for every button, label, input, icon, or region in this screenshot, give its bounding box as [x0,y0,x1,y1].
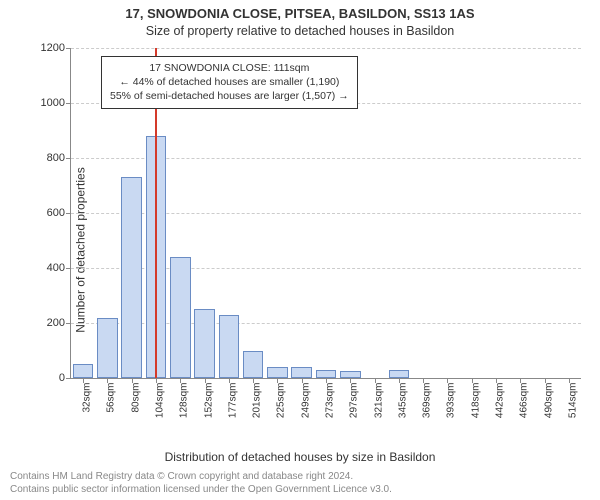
annotation-box: 17 SNOWDONIA CLOSE: 111sqm ← 44% of deta… [101,56,358,109]
ytick-label: 400 [31,262,65,274]
x-axis-label: Distribution of detached houses by size … [0,450,600,464]
histogram-bar [243,351,264,379]
grid-line [71,48,581,49]
ytick-label: 800 [31,152,65,164]
plot-area: 17 SNOWDONIA CLOSE: 111sqm ← 44% of deta… [70,48,581,379]
xtick-label: 152sqm [203,383,214,419]
histogram-bar [267,367,288,378]
xtick-label: 104sqm [155,383,166,419]
footer-line2: Contains public sector information licen… [10,483,392,496]
xtick-label: 490sqm [543,383,554,419]
ytick-label: 0 [31,372,65,384]
xtick-label: 345sqm [397,383,408,419]
xtick-label: 369sqm [422,383,433,419]
xtick-label: 249sqm [300,383,311,419]
xtick-label: 80sqm [130,383,141,413]
ytick-mark [66,213,71,214]
histogram-bar [316,370,337,378]
ytick-label: 1200 [31,42,65,54]
annotation-line1: 17 SNOWDONIA CLOSE: 111sqm [110,61,349,75]
ytick-mark [66,268,71,269]
histogram-bar [73,364,94,378]
histogram-bar [121,177,142,378]
ytick-label: 600 [31,207,65,219]
ytick-mark [66,378,71,379]
histogram-bar [194,309,215,378]
histogram-bar [219,315,240,378]
xtick-label: 177sqm [227,383,238,419]
chart-title-main: 17, SNOWDONIA CLOSE, PITSEA, BASILDON, S… [0,6,600,21]
xtick-label: 201sqm [252,383,263,419]
histogram-bar [291,367,312,378]
xtick-label: 442sqm [495,383,506,419]
ytick-mark [66,158,71,159]
xtick-label: 32sqm [82,383,93,413]
ytick-mark [66,48,71,49]
histogram-bar [170,257,191,378]
ytick-mark [66,323,71,324]
ytick-label: 1000 [31,97,65,109]
footer-attribution: Contains HM Land Registry data © Crown c… [10,470,392,496]
xtick-label: 128sqm [179,383,190,419]
histogram-bar [97,318,118,379]
ytick-mark [66,103,71,104]
footer-line1: Contains HM Land Registry data © Crown c… [10,470,392,483]
xtick-label: 297sqm [349,383,360,419]
xtick-label: 56sqm [106,383,117,413]
annotation-line2: ← 44% of detached houses are smaller (1,… [110,75,349,89]
xtick-label: 393sqm [446,383,457,419]
xtick-label: 273sqm [325,383,336,419]
histogram-bar [340,371,361,378]
xtick-label: 466sqm [519,383,530,419]
chart-title-sub: Size of property relative to detached ho… [0,24,600,38]
xtick-label: 418sqm [470,383,481,419]
annotation-line3: 55% of semi-detached houses are larger (… [110,89,349,103]
histogram-bar [389,370,410,378]
ytick-label: 200 [31,317,65,329]
xtick-label: 321sqm [373,383,384,419]
xtick-label: 225sqm [276,383,287,419]
xtick-label: 514sqm [567,383,578,419]
